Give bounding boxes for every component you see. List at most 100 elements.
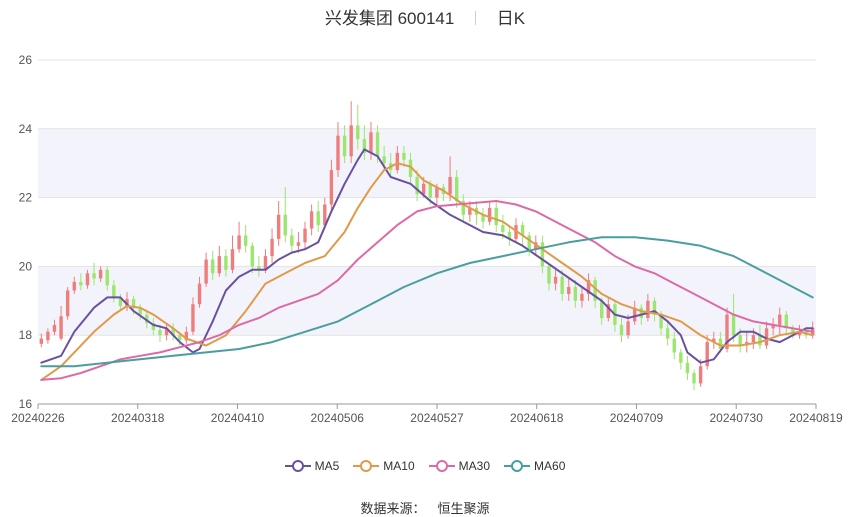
candle-body	[46, 331, 50, 341]
candle-body	[118, 297, 123, 306]
candle-body	[600, 300, 604, 318]
candle-body	[547, 266, 551, 284]
candle-body	[316, 211, 320, 226]
candle-body	[323, 204, 327, 226]
source-value: 恒生聚源	[437, 501, 490, 516]
header-separator	[475, 11, 477, 25]
candle-body	[494, 207, 498, 226]
candle-body	[138, 307, 142, 315]
candle-body	[672, 338, 676, 353]
candle-body	[217, 256, 222, 274]
candle-body	[158, 330, 162, 336]
candle-body	[92, 273, 96, 279]
chart-title: 兴发集团 600141	[324, 9, 455, 28]
candle-body	[164, 328, 169, 336]
legend-marker-icon	[428, 459, 455, 472]
candle-body	[580, 293, 584, 301]
candle-body	[336, 135, 340, 171]
candle-body	[725, 314, 729, 349]
candle-body	[685, 362, 690, 374]
y-tick-label: 24	[19, 122, 33, 136]
candle-body	[632, 307, 637, 322]
candle-body	[125, 299, 129, 306]
candle-body	[230, 249, 235, 270]
candle-body	[250, 245, 254, 267]
ma30-line	[40, 200, 814, 381]
x-tick-label: 20240819	[789, 411, 843, 425]
x-tick-label: 20240318	[111, 411, 165, 425]
legend-item-ma60[interactable]: MA60	[504, 458, 565, 473]
candle-body	[303, 228, 307, 243]
candle-body	[692, 373, 696, 384]
ma-lines	[40, 148, 814, 381]
legend-label: MA10	[383, 458, 415, 473]
source-line: 数据来源： 恒生聚源	[0, 498, 850, 517]
candle-body	[59, 316, 63, 339]
candle-body	[224, 256, 228, 270]
candle-body	[435, 187, 439, 198]
ma5-line	[40, 148, 814, 364]
candle-body	[705, 342, 709, 367]
candle-body	[257, 266, 261, 270]
ma60-line	[40, 236, 814, 368]
candle-body	[283, 214, 287, 236]
candle-body	[718, 338, 723, 349]
x-tick-label: 20240226	[11, 411, 65, 425]
legend-marker-icon	[504, 459, 531, 472]
candle-body	[679, 352, 683, 363]
candle-body	[349, 125, 353, 157]
candle-body	[270, 238, 274, 257]
x-tick-label: 20240506	[311, 411, 365, 425]
legend-label: MA30	[458, 458, 491, 473]
candle-body	[619, 324, 624, 336]
candle-body	[415, 176, 419, 195]
candle-body	[191, 304, 195, 332]
x-tick-label: 20240618	[510, 411, 564, 425]
candle-body	[652, 300, 657, 315]
candle-body	[797, 331, 802, 336]
candle-body	[309, 211, 314, 229]
legend-label: MA60	[534, 458, 566, 473]
candle-body	[712, 338, 716, 343]
chart-header: 兴发集团 600141 日K	[0, 4, 850, 30]
candle-body	[507, 232, 512, 239]
x-tick-label: 20240730	[710, 411, 764, 425]
candle-body	[422, 183, 426, 195]
legend-marker-icon	[353, 459, 380, 472]
candle-body	[342, 135, 347, 157]
x-axis: 20240226 20240318 20240410 20240506 20240527…	[11, 403, 843, 425]
y-tick-label: 20	[19, 259, 33, 273]
candle-body	[560, 276, 564, 294]
candle-body	[639, 307, 643, 318]
candle-body	[738, 335, 742, 346]
candle-body	[276, 214, 281, 239]
x-tick-label: 20240410	[211, 411, 265, 425]
candle-body	[527, 235, 531, 250]
candle-body	[237, 235, 241, 250]
candle-body	[243, 235, 248, 246]
candle-body	[145, 314, 149, 324]
candle-body	[778, 314, 782, 325]
candle-body	[553, 276, 558, 284]
candle-body	[39, 338, 43, 344]
legend-item-ma10[interactable]: MA10	[353, 458, 415, 473]
period-label[interactable]: 日K	[496, 9, 526, 28]
y-axis-ticks: 16 18 20 22 24 26	[19, 53, 33, 411]
candle-body	[573, 287, 578, 301]
legend-item-ma5[interactable]: MA5	[284, 458, 339, 473]
candle-body	[540, 242, 545, 267]
candle-body	[428, 183, 432, 198]
candle-body	[52, 324, 57, 332]
candle-body	[487, 207, 492, 222]
candle-body	[408, 159, 413, 177]
candle-body	[184, 331, 189, 341]
candle-body	[356, 125, 360, 140]
candle-body	[520, 225, 525, 236]
candle-body	[758, 335, 762, 346]
candle-body	[659, 314, 663, 329]
legend-item-ma30[interactable]: MA30	[428, 458, 491, 473]
candle-body	[131, 299, 136, 308]
chart-bands	[38, 128, 816, 336]
candle-body	[395, 152, 400, 171]
